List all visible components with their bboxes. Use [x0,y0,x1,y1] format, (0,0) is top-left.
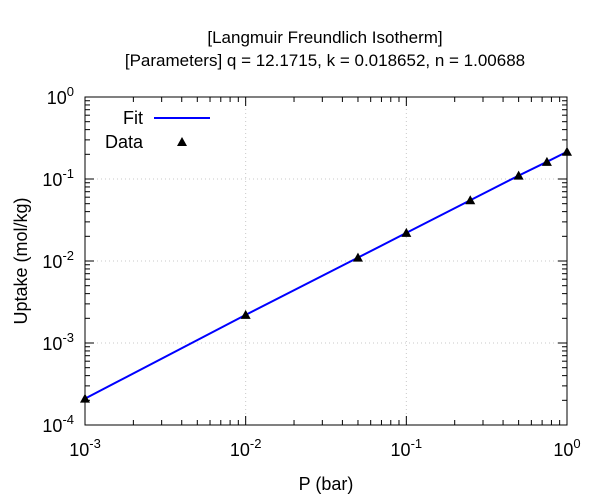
legend: Fit Data [105,108,210,152]
y-tick-label: 10-1 [42,166,74,190]
chart-subtitle: [Parameters] q = 12.1715, k = 0.018652, … [125,51,525,70]
data-point [352,252,363,262]
x-tick-label: 10-3 [69,436,101,460]
legend-label-data: Data [105,132,144,152]
fit-line [84,150,568,400]
y-axis-label: Uptake (mol/kg) [11,197,31,324]
y-tick-label: 100 [47,84,74,108]
y-tick-label: 10-4 [42,412,74,436]
data-point [513,170,524,180]
legend-label-fit: Fit [123,108,143,128]
legend-swatch-data [177,137,187,146]
grid-lines [85,97,567,425]
data-point [401,227,412,237]
data-point [465,195,476,205]
data-point [541,156,552,166]
x-tick-label: 10-2 [230,436,262,460]
data-point [240,309,251,319]
y-tick-label: 10-2 [42,248,74,272]
y-tick-label: 10-3 [42,330,74,354]
x-tick-label: 10-1 [391,436,423,460]
x-axis-label: P (bar) [299,474,354,494]
chart-title: [Langmuir Freundlich Isotherm] [207,28,442,47]
x-tick-label: 100 [553,436,580,460]
